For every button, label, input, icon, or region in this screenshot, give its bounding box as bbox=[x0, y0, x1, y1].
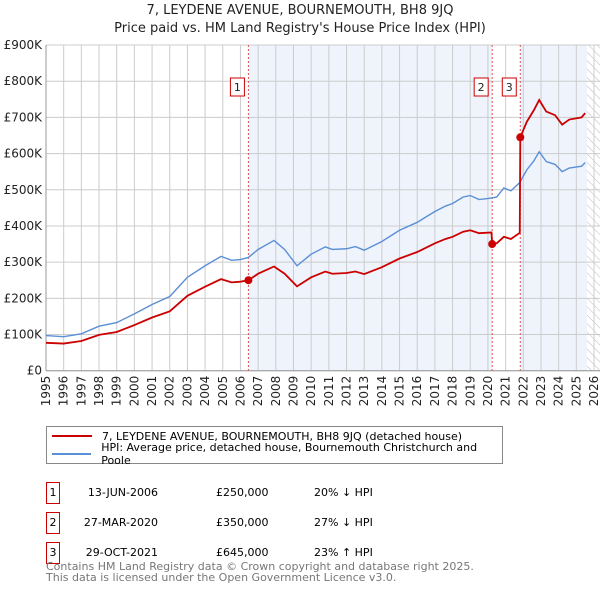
x-tick-label: 2015 bbox=[393, 376, 407, 407]
sale-point bbox=[488, 240, 497, 249]
sale-price: £645,000 bbox=[216, 546, 269, 559]
sale-hpi-diff: 27% ↓ HPI bbox=[314, 516, 373, 529]
sale-date: 27-MAR-2020 bbox=[83, 516, 158, 529]
x-tick-label: 2025 bbox=[569, 376, 583, 407]
sale-number-badge: 2 bbox=[46, 512, 60, 534]
x-tick-label: 1997 bbox=[74, 376, 88, 407]
sale-marker-box bbox=[473, 77, 489, 97]
x-tick-label: 2003 bbox=[180, 376, 194, 407]
x-tick-label: 2005 bbox=[216, 376, 230, 407]
hpi-line bbox=[45, 150, 586, 338]
x-tick-label: 1995 bbox=[39, 376, 53, 407]
x-tick-label: 2017 bbox=[428, 376, 442, 407]
x-tick-label: 2004 bbox=[198, 376, 212, 407]
x-tick-label: 2006 bbox=[233, 376, 247, 407]
y-tick-label: £900K bbox=[4, 38, 44, 52]
sale-marker-label: 3 bbox=[506, 81, 513, 94]
chart-title: 7, LEYDENE AVENUE, BOURNEMOUTH, BH8 9JQ bbox=[146, 3, 454, 18]
property-price-line bbox=[45, 98, 586, 345]
future-hatch bbox=[586, 45, 600, 371]
sale-point bbox=[244, 276, 253, 285]
legend-label: 7, LEYDENE AVENUE, BOURNEMOUTH, BH8 9JQ … bbox=[102, 429, 463, 443]
footer-copyright: Contains HM Land Registry data © Crown c… bbox=[46, 560, 474, 573]
x-tick-label: 2002 bbox=[163, 376, 177, 407]
x-tick-label: 2016 bbox=[410, 376, 424, 407]
x-tick-label: 2019 bbox=[463, 376, 477, 407]
x-tick-label: 2026 bbox=[587, 376, 600, 407]
x-tick-label: 2021 bbox=[499, 376, 513, 407]
x-tick-label: 2022 bbox=[516, 376, 530, 407]
sale-marker-box bbox=[501, 77, 517, 97]
x-tick-label: 2009 bbox=[286, 376, 300, 407]
x-tick-label: 1999 bbox=[110, 376, 124, 407]
legend-swatch-red bbox=[52, 435, 92, 437]
sale-date: 13-JUN-2006 bbox=[87, 486, 158, 499]
sale-number-badge: 1 bbox=[46, 482, 60, 504]
x-tick-label: 1998 bbox=[92, 376, 106, 407]
y-tick-label: £700K bbox=[4, 110, 44, 124]
sale-marker-label: 2 bbox=[478, 81, 485, 94]
sale-number-badge: 3 bbox=[46, 542, 60, 564]
x-tick-label: 2008 bbox=[269, 376, 283, 407]
price-chart: 1995 1996 1997 1998 1999 2000 2001 2002 2003 2004… bbox=[4, 38, 600, 407]
x-tick-label: 1996 bbox=[57, 376, 71, 407]
legend-item-property: 7, LEYDENE AVENUE, BOURNEMOUTH, BH8 9JQ … bbox=[52, 427, 462, 445]
x-tick-label: 2014 bbox=[375, 376, 389, 407]
legend: 7, LEYDENE AVENUE, BOURNEMOUTH, BH8 9JQ … bbox=[46, 426, 503, 467]
x-tick-label: 2023 bbox=[534, 376, 548, 407]
y-tick-label: £600K bbox=[4, 147, 44, 161]
shaded-period bbox=[520, 45, 587, 371]
sale-price: £350,000 bbox=[216, 516, 269, 529]
y-tick-label: £400K bbox=[4, 219, 44, 233]
legend-item-hpi: HPI: Average price, detached house, Bour… bbox=[52, 441, 502, 467]
x-tick-label: 2000 bbox=[127, 376, 141, 407]
x-tick-label: 2013 bbox=[357, 376, 371, 407]
x-tick-label: 2007 bbox=[251, 376, 265, 407]
footer-licence: This data is licensed under the Open Gov… bbox=[46, 571, 397, 584]
x-tick-label: 2001 bbox=[145, 376, 159, 407]
sale-hpi-diff: 20% ↓ HPI bbox=[314, 486, 373, 499]
y-tick-label: £100K bbox=[4, 328, 44, 342]
sale-marker-label: 1 bbox=[234, 81, 241, 94]
x-tick-label: 2020 bbox=[481, 376, 495, 407]
chart-subtitle: Price paid vs. HM Land Registry's House … bbox=[114, 21, 486, 36]
x-tick-label: 2011 bbox=[322, 376, 336, 407]
sale-hpi-diff: 23% ↑ HPI bbox=[314, 546, 373, 559]
y-tick-label: £500K bbox=[4, 183, 44, 197]
y-tick-label: £0 bbox=[27, 364, 42, 378]
legend-swatch-blue bbox=[52, 453, 92, 455]
sale-marker-box bbox=[229, 77, 245, 97]
x-tick-label: 2024 bbox=[552, 376, 566, 407]
sale-price: £250,000 bbox=[216, 486, 269, 499]
shaded-period bbox=[248, 45, 493, 371]
y-tick-label: £200K bbox=[4, 291, 44, 305]
y-tick-label: £800K bbox=[4, 74, 44, 88]
legend-label: HPI: Average price, detached house, Bour… bbox=[101, 441, 478, 467]
sale-point bbox=[516, 133, 525, 142]
x-tick-label: 2018 bbox=[446, 376, 460, 407]
x-tick-label: 2012 bbox=[340, 376, 354, 407]
sale-date: 29-OCT-2021 bbox=[85, 546, 158, 559]
y-tick-label: £300K bbox=[4, 255, 44, 269]
x-tick-label: 2010 bbox=[304, 376, 318, 407]
